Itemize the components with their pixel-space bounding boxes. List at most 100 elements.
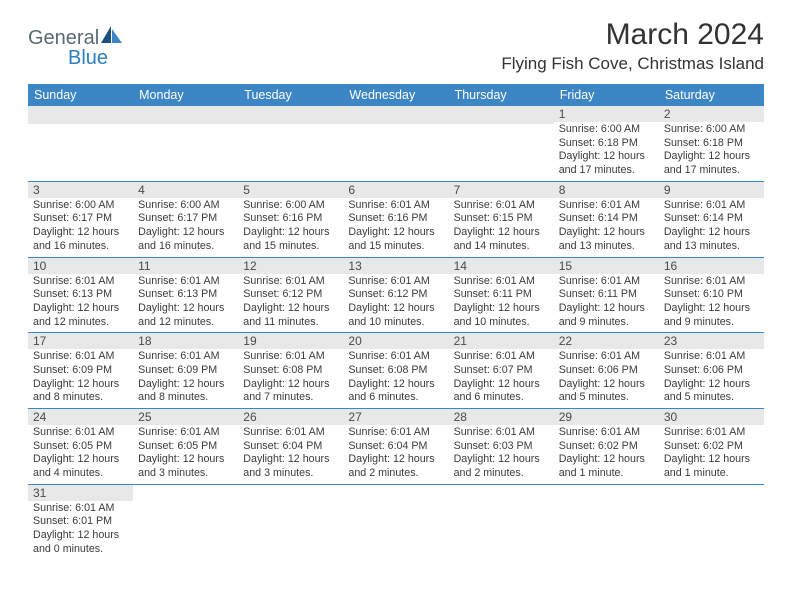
weekday-header: Sunday (28, 84, 133, 106)
day-details: Sunrise: 6:00 AMSunset: 6:18 PMDaylight:… (659, 122, 764, 181)
calendar-row: 3Sunrise: 6:00 AMSunset: 6:17 PMDaylight… (28, 181, 764, 257)
day-details: Sunrise: 6:01 AMSunset: 6:02 PMDaylight:… (554, 425, 659, 484)
calendar-cell: 25Sunrise: 6:01 AMSunset: 6:05 PMDayligh… (133, 409, 238, 485)
calendar-cell: 24Sunrise: 6:01 AMSunset: 6:05 PMDayligh… (28, 409, 133, 485)
calendar-cell: 26Sunrise: 6:01 AMSunset: 6:04 PMDayligh… (238, 409, 343, 485)
calendar-cell: 27Sunrise: 6:01 AMSunset: 6:04 PMDayligh… (343, 409, 448, 485)
day-details: Sunrise: 6:01 AMSunset: 6:11 PMDaylight:… (554, 274, 659, 333)
day-number: 26 (238, 409, 343, 425)
day-details: Sunrise: 6:01 AMSunset: 6:11 PMDaylight:… (449, 274, 554, 333)
calendar-cell (238, 484, 343, 559)
calendar-cell: 20Sunrise: 6:01 AMSunset: 6:08 PMDayligh… (343, 333, 448, 409)
calendar-cell: 7Sunrise: 6:01 AMSunset: 6:15 PMDaylight… (449, 181, 554, 257)
day-details: Sunrise: 6:01 AMSunset: 6:05 PMDaylight:… (28, 425, 133, 484)
day-details: Sunrise: 6:01 AMSunset: 6:06 PMDaylight:… (659, 349, 764, 408)
day-number: 23 (659, 333, 764, 349)
calendar-cell: 30Sunrise: 6:01 AMSunset: 6:02 PMDayligh… (659, 409, 764, 485)
day-number: 29 (554, 409, 659, 425)
day-details: Sunrise: 6:01 AMSunset: 6:04 PMDaylight:… (238, 425, 343, 484)
calendar-cell: 13Sunrise: 6:01 AMSunset: 6:12 PMDayligh… (343, 257, 448, 333)
calendar-cell: 9Sunrise: 6:01 AMSunset: 6:14 PMDaylight… (659, 181, 764, 257)
calendar-row: 31Sunrise: 6:01 AMSunset: 6:01 PMDayligh… (28, 484, 764, 559)
day-number: 11 (133, 258, 238, 274)
calendar-cell: 15Sunrise: 6:01 AMSunset: 6:11 PMDayligh… (554, 257, 659, 333)
day-number: 31 (28, 485, 133, 501)
day-details: Sunrise: 6:01 AMSunset: 6:02 PMDaylight:… (659, 425, 764, 484)
day-number: 24 (28, 409, 133, 425)
day-number: 4 (133, 182, 238, 198)
calendar-cell (449, 106, 554, 181)
day-number: 7 (449, 182, 554, 198)
calendar-cell: 21Sunrise: 6:01 AMSunset: 6:07 PMDayligh… (449, 333, 554, 409)
calendar-cell (343, 484, 448, 559)
calendar-cell: 17Sunrise: 6:01 AMSunset: 6:09 PMDayligh… (28, 333, 133, 409)
day-number: 18 (133, 333, 238, 349)
calendar-cell: 14Sunrise: 6:01 AMSunset: 6:11 PMDayligh… (449, 257, 554, 333)
calendar-cell (238, 106, 343, 181)
day-number: 25 (133, 409, 238, 425)
day-details: Sunrise: 6:00 AMSunset: 6:18 PMDaylight:… (554, 122, 659, 181)
day-details: Sunrise: 6:01 AMSunset: 6:07 PMDaylight:… (449, 349, 554, 408)
calendar-cell (133, 106, 238, 181)
day-details: Sunrise: 6:01 AMSunset: 6:08 PMDaylight:… (238, 349, 343, 408)
weekday-header: Thursday (449, 84, 554, 106)
calendar-cell: 19Sunrise: 6:01 AMSunset: 6:08 PMDayligh… (238, 333, 343, 409)
brand-logo: General Blue (28, 18, 123, 68)
day-details: Sunrise: 6:01 AMSunset: 6:03 PMDaylight:… (449, 425, 554, 484)
weekday-header: Friday (554, 84, 659, 106)
day-details: Sunrise: 6:01 AMSunset: 6:06 PMDaylight:… (554, 349, 659, 408)
day-number: 16 (659, 258, 764, 274)
weekday-header: Saturday (659, 84, 764, 106)
calendar-grid: Sunday Monday Tuesday Wednesday Thursday… (28, 84, 764, 560)
day-number: 8 (554, 182, 659, 198)
calendar-cell: 4Sunrise: 6:00 AMSunset: 6:17 PMDaylight… (133, 181, 238, 257)
calendar-cell: 6Sunrise: 6:01 AMSunset: 6:16 PMDaylight… (343, 181, 448, 257)
day-details: Sunrise: 6:00 AMSunset: 6:17 PMDaylight:… (133, 198, 238, 257)
day-details: Sunrise: 6:01 AMSunset: 6:12 PMDaylight:… (343, 274, 448, 333)
day-number: 15 (554, 258, 659, 274)
calendar-cell: 28Sunrise: 6:01 AMSunset: 6:03 PMDayligh… (449, 409, 554, 485)
calendar-cell (659, 484, 764, 559)
calendar-cell: 23Sunrise: 6:01 AMSunset: 6:06 PMDayligh… (659, 333, 764, 409)
day-number: 19 (238, 333, 343, 349)
day-number: 12 (238, 258, 343, 274)
calendar-cell: 12Sunrise: 6:01 AMSunset: 6:12 PMDayligh… (238, 257, 343, 333)
weekday-header: Tuesday (238, 84, 343, 106)
day-number: 17 (28, 333, 133, 349)
calendar-cell: 5Sunrise: 6:00 AMSunset: 6:16 PMDaylight… (238, 181, 343, 257)
calendar-cell: 11Sunrise: 6:01 AMSunset: 6:13 PMDayligh… (133, 257, 238, 333)
calendar-cell (133, 484, 238, 559)
day-details: Sunrise: 6:01 AMSunset: 6:08 PMDaylight:… (343, 349, 448, 408)
day-details: Sunrise: 6:01 AMSunset: 6:10 PMDaylight:… (659, 274, 764, 333)
calendar-cell (449, 484, 554, 559)
day-number: 2 (659, 106, 764, 122)
day-details: Sunrise: 6:01 AMSunset: 6:14 PMDaylight:… (554, 198, 659, 257)
calendar-cell: 2Sunrise: 6:00 AMSunset: 6:18 PMDaylight… (659, 106, 764, 181)
day-number: 9 (659, 182, 764, 198)
calendar-cell (28, 106, 133, 181)
calendar-cell: 3Sunrise: 6:00 AMSunset: 6:17 PMDaylight… (28, 181, 133, 257)
day-details: Sunrise: 6:01 AMSunset: 6:04 PMDaylight:… (343, 425, 448, 484)
brand-name-part2: Blue (68, 47, 108, 69)
day-details: Sunrise: 6:01 AMSunset: 6:01 PMDaylight:… (28, 501, 133, 560)
calendar-cell: 1Sunrise: 6:00 AMSunset: 6:18 PMDaylight… (554, 106, 659, 181)
day-details: Sunrise: 6:01 AMSunset: 6:15 PMDaylight:… (449, 198, 554, 257)
calendar-cell: 8Sunrise: 6:01 AMSunset: 6:14 PMDaylight… (554, 181, 659, 257)
calendar-cell: 29Sunrise: 6:01 AMSunset: 6:02 PMDayligh… (554, 409, 659, 485)
day-number: 13 (343, 258, 448, 274)
day-number: 30 (659, 409, 764, 425)
day-details: Sunrise: 6:01 AMSunset: 6:05 PMDaylight:… (133, 425, 238, 484)
weekday-header: Wednesday (343, 84, 448, 106)
day-number: 21 (449, 333, 554, 349)
day-number: 14 (449, 258, 554, 274)
day-number: 5 (238, 182, 343, 198)
calendar-row: 10Sunrise: 6:01 AMSunset: 6:13 PMDayligh… (28, 257, 764, 333)
calendar-cell: 16Sunrise: 6:01 AMSunset: 6:10 PMDayligh… (659, 257, 764, 333)
calendar-cell: 22Sunrise: 6:01 AMSunset: 6:06 PMDayligh… (554, 333, 659, 409)
day-number: 1 (554, 106, 659, 122)
day-number: 27 (343, 409, 448, 425)
month-title: March 2024 (501, 18, 764, 52)
calendar-row: 17Sunrise: 6:01 AMSunset: 6:09 PMDayligh… (28, 333, 764, 409)
brand-name-part1: General (28, 27, 99, 49)
day-details: Sunrise: 6:01 AMSunset: 6:09 PMDaylight:… (28, 349, 133, 408)
